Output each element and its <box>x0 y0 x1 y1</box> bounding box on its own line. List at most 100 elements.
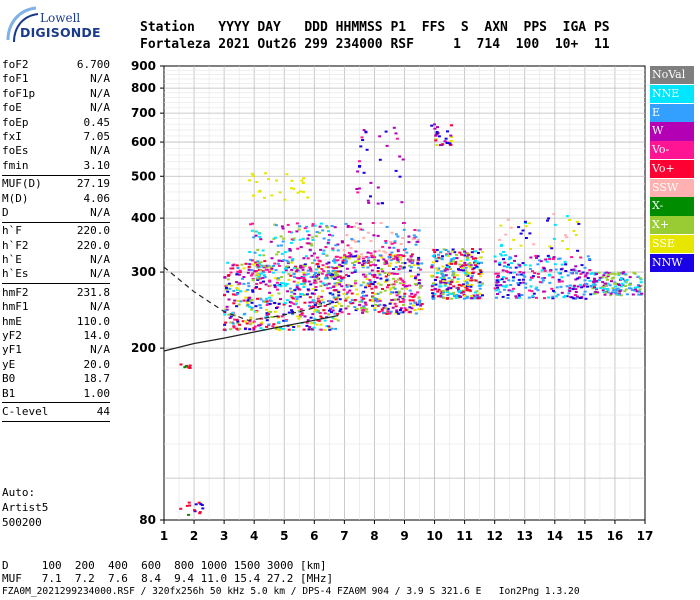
echo-point <box>273 284 277 287</box>
echo-point <box>287 273 291 276</box>
echo-point <box>638 290 642 293</box>
echo-point <box>307 328 311 331</box>
echo-point <box>613 282 617 285</box>
echo-point <box>498 238 502 241</box>
echo-point <box>552 258 555 260</box>
echo-point <box>389 259 393 262</box>
echo-point <box>417 296 421 299</box>
x-tick-label: 14 <box>546 529 563 543</box>
echo-point <box>443 269 447 272</box>
echo-point <box>317 273 320 276</box>
echo-point <box>465 289 469 292</box>
echo-point <box>510 290 514 293</box>
echo-point <box>184 365 188 368</box>
echo-point <box>262 265 266 268</box>
echo-point <box>355 293 359 296</box>
echo-point <box>470 251 474 254</box>
echo-point <box>340 265 344 268</box>
echo-point <box>257 275 261 278</box>
echo-point <box>272 323 276 326</box>
echo-point <box>470 255 474 258</box>
param-row: hmF1 N/A <box>2 300 110 314</box>
echo-point <box>319 323 323 326</box>
echo-point <box>417 301 421 304</box>
echo-point <box>312 321 316 324</box>
echo-point <box>542 277 546 279</box>
param-separator <box>2 420 110 422</box>
echo-point <box>353 299 357 301</box>
echo-point <box>263 196 266 199</box>
echo-point <box>268 270 272 273</box>
echo-point <box>461 283 465 286</box>
echo-point <box>383 261 387 264</box>
echo-point <box>238 327 242 330</box>
echo-point <box>524 286 528 289</box>
echo-point <box>390 299 394 302</box>
echo-point <box>388 253 392 256</box>
echo-point <box>327 309 331 312</box>
echo-point <box>398 155 402 158</box>
echo-point <box>470 297 474 299</box>
echo-point <box>261 270 265 273</box>
echo-point <box>496 276 499 279</box>
echo-point <box>464 269 467 272</box>
echo-point <box>552 289 555 292</box>
echo-point <box>247 285 251 288</box>
echo-point <box>448 292 452 295</box>
echo-point <box>356 256 360 259</box>
echo-point <box>330 327 334 330</box>
echo-point <box>430 265 434 268</box>
echo-point <box>327 282 331 285</box>
legend-item: NNW <box>650 253 694 272</box>
echo-point <box>430 274 434 277</box>
echo-point <box>540 269 544 272</box>
echo-point <box>340 304 343 307</box>
echo-point <box>250 301 254 304</box>
echo-point <box>319 280 323 283</box>
echo-point <box>385 279 389 282</box>
echo-point <box>311 276 315 278</box>
echo-point <box>370 254 374 257</box>
echo-point <box>340 240 344 243</box>
echo-point <box>401 300 405 303</box>
param-value: 14.0 <box>83 329 111 343</box>
echo-point <box>287 311 291 314</box>
echo-point <box>367 201 371 204</box>
echo-point <box>589 285 593 288</box>
echo-point <box>402 303 405 306</box>
echo-point <box>327 270 330 272</box>
y-tick-label: 900 <box>131 59 156 73</box>
echo-point <box>384 130 388 133</box>
echo-point <box>385 225 389 228</box>
echo-point <box>256 274 260 276</box>
echo-point <box>275 179 279 182</box>
echo-point <box>290 259 294 262</box>
echo-point <box>395 309 399 312</box>
echo-point <box>348 301 352 304</box>
echo-point <box>560 291 564 294</box>
echo-point <box>251 321 255 324</box>
echo-point <box>314 286 318 289</box>
echo-point <box>601 281 605 284</box>
echo-point <box>362 281 366 284</box>
echo-point <box>403 295 406 298</box>
x-tick-label: 13 <box>516 529 533 543</box>
echo-point <box>362 236 366 239</box>
y-tick-label: 300 <box>131 265 156 279</box>
echo-point <box>365 284 369 287</box>
echo-point <box>223 276 227 279</box>
echo-point <box>400 261 404 264</box>
echo-point <box>460 253 464 256</box>
echo-point <box>453 293 457 296</box>
echo-point <box>398 300 402 303</box>
echo-point <box>313 279 317 282</box>
echo-point <box>639 278 643 281</box>
echo-point <box>285 299 289 302</box>
echo-point <box>328 326 332 329</box>
echo-point <box>402 281 406 284</box>
echo-point <box>293 276 297 278</box>
echo-point <box>435 276 439 279</box>
echo-point <box>336 319 340 322</box>
echo-point <box>445 264 449 267</box>
echo-point <box>259 264 263 267</box>
